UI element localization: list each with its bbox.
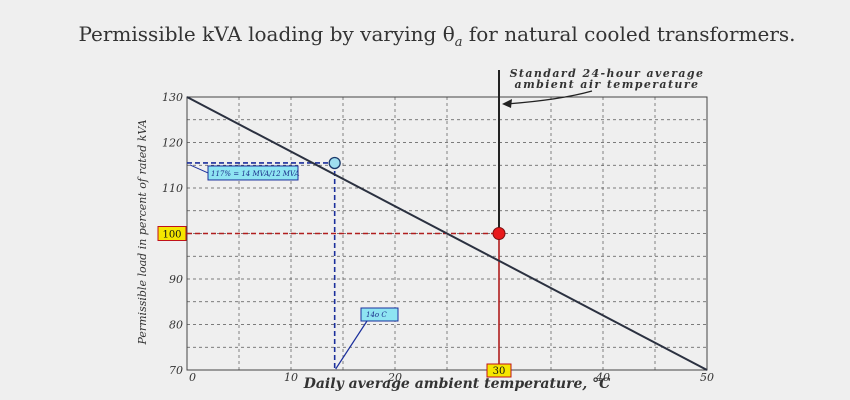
point-marks [328,156,506,240]
x-tick-label: 50 [700,371,714,384]
series-group [186,96,708,371]
y-highlight-label: 100 [162,230,181,241]
temp-callout-box [360,307,399,322]
temp-callout-leader [335,320,368,370]
y-tick-label: 110 [162,182,183,195]
y-tick-label: 90 [169,273,183,286]
y-tick-label: 70 [169,364,183,377]
load-callout-text: 117% = 14 MVA/12 MVA [211,170,300,178]
title-rest: for natural cooled transformers. [462,22,796,46]
y-tick-label: 80 [169,319,183,332]
reference-label-line2: ambient air temperature [515,78,700,91]
series-line [186,96,708,371]
x-axis-label: Daily average ambient temperature, °C [303,376,611,392]
chart-title: Permissible kVA loading by varying θa fo… [0,22,850,50]
x-highlight-label: 30 [493,366,506,377]
annotations: 117% = 14 MVA/12 MVA 14o C 100 30 [157,90,593,378]
load-callout-leader [189,164,209,174]
title-main: Permissible kVA loading by varying θ [78,22,455,46]
y-axis-label: Permissible load in percent of rated kVA [136,119,149,345]
arrow-head-icon [502,99,512,108]
x-highlight-box [486,363,512,378]
title-subscript: a [454,35,463,50]
tick-labels: 70 80 90 110 120 130 0 10 20 40 50 [162,91,714,384]
point-marker [328,156,341,170]
x-tick-label: 10 [284,371,298,384]
x-tick-label: 40 [595,371,610,384]
y-tick-label: 130 [162,91,183,104]
grid [187,97,707,370]
x-tick-label: 0 [189,371,196,384]
x-tick-label: 20 [387,371,402,384]
reference-label-line1: Standard 24-hour average [510,67,705,80]
y-highlight-box [157,226,187,241]
point-marker [492,227,506,240]
reference-arrow [505,90,593,105]
y-tick-label: 120 [162,137,183,150]
temp-callout-text: 14o C [366,311,387,319]
